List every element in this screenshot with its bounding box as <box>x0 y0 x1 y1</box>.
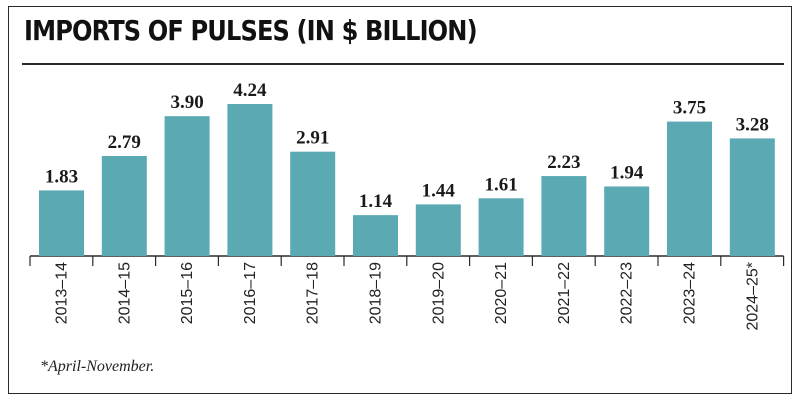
data-label: 3.75 <box>673 98 706 119</box>
data-label: 1.44 <box>422 180 456 201</box>
bar <box>729 138 775 256</box>
data-label: 2.91 <box>296 128 329 149</box>
x-tick-label: 2024–25* <box>744 262 761 331</box>
bar <box>227 104 273 256</box>
bar <box>353 215 398 256</box>
x-tick-label: 2019–20 <box>430 262 447 324</box>
x-tick-label: 2013–14 <box>54 262 71 324</box>
data-label: 3.28 <box>736 114 769 135</box>
x-tick-label: 2022–23 <box>619 262 636 324</box>
data-label: 2.23 <box>547 152 580 173</box>
data-label: 1.14 <box>359 191 393 212</box>
bar <box>415 204 461 256</box>
x-tick-label: 2014–15 <box>116 262 133 324</box>
bar <box>101 155 147 256</box>
data-label: 2.79 <box>108 132 141 153</box>
bar <box>290 151 336 256</box>
bar <box>541 176 587 256</box>
data-label: 1.61 <box>484 174 517 195</box>
data-label: 3.90 <box>170 92 203 113</box>
x-tick-label: 2021–22 <box>556 262 573 324</box>
data-label: 1.94 <box>610 162 644 183</box>
bar <box>39 190 84 256</box>
x-tick-label: 2017–18 <box>305 262 322 324</box>
bar <box>667 121 712 256</box>
title-divider <box>22 63 784 65</box>
data-label: 1.83 <box>45 166 78 187</box>
bar <box>164 116 210 256</box>
footnote: *April-November. <box>40 358 155 375</box>
bar <box>478 198 524 256</box>
x-tick-label: 2020–21 <box>493 262 510 324</box>
chart-title: IMPORTS OF PULSES (IN $ BILLION) <box>24 14 478 47</box>
x-tick-label: 2016–17 <box>242 262 259 324</box>
x-tick-label: 2023–24 <box>682 262 699 324</box>
bar <box>604 186 650 256</box>
x-tick-label: 2015–16 <box>179 262 196 324</box>
data-label: 4.24 <box>233 80 267 101</box>
x-tick-label: 2018–19 <box>368 262 385 324</box>
